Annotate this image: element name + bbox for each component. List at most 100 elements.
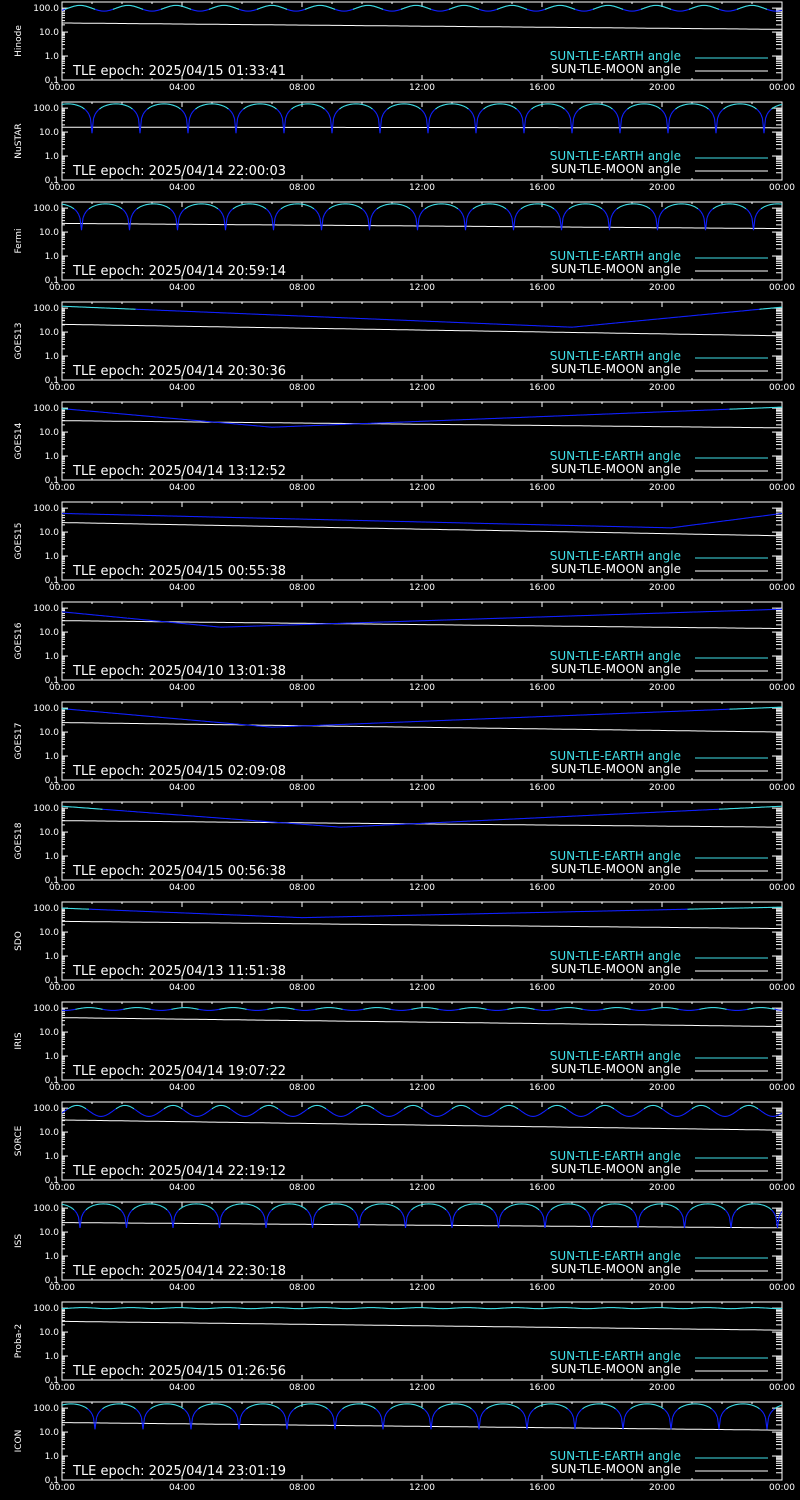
earth-angle-segment [424, 207, 427, 210]
earth-angle-segment [461, 213, 465, 219]
satellite-label: NuSTAR [14, 123, 24, 158]
earth-angle-segment [97, 108, 100, 111]
earth-angle-segment [282, 206, 285, 209]
earth-angle-segment [664, 207, 667, 210]
x-tick-label: 12:00 [409, 583, 435, 593]
earth-angle-segment [288, 109, 291, 113]
earth-angle-segment [196, 106, 199, 109]
earth-angle-segment [117, 6, 120, 9]
y-tick-label: 1.0 [45, 752, 60, 762]
y-tick-label: 0.1 [45, 176, 59, 186]
earth-angle-segment [615, 208, 618, 211]
legend-earth-label: SUN-TLE-EARTH angle [550, 149, 681, 163]
earth-angle-segment [670, 8, 673, 11]
earth-angle-segment [523, 118, 527, 134]
panel-nustar: 0.1 1.0 10.0 100.0 00:00 04:00 08:00 12:00 16:00… [14, 101, 795, 193]
x-tick-label: 00:00 [49, 383, 75, 393]
earth-angle-segment [772, 106, 775, 109]
x-tick-label: 00:00 [769, 483, 795, 493]
earth-angle-segment [576, 109, 579, 113]
moon-angle-line [62, 522, 782, 537]
earth-angle-segment [217, 208, 220, 211]
earth-angle-segment [334, 8, 337, 11]
earth-angle-segment [652, 104, 655, 107]
earth-angle-segment [670, 204, 673, 207]
earth-angle-segment [361, 208, 364, 211]
earth-angle-segment [379, 205, 382, 208]
earth-angle-segment [88, 114, 92, 119]
earth-angle-segment [75, 209, 78, 213]
earth-angle-segment [693, 205, 696, 208]
earth-angle-segment [354, 204, 357, 207]
y-tick-label: 10.0 [39, 28, 59, 38]
earth-angle-segment [717, 205, 720, 207]
earth-angle-segment [642, 204, 645, 207]
earth-angle-segment [468, 108, 471, 111]
earth-angle-segment [631, 105, 634, 107]
earth-angle-segment [317, 213, 321, 219]
earth-angle-segment [235, 7, 238, 10]
earth-angle-segment [752, 217, 756, 231]
earth-angle-segment [405, 6, 408, 9]
earth-angle-segment [423, 208, 426, 211]
earth-angle-segment [558, 105, 561, 107]
earth-angle-segment [472, 207, 475, 210]
earth-angle-segment [735, 8, 738, 11]
earth-angle-segment [429, 205, 432, 207]
earth-angle-segment [751, 105, 754, 108]
earth-angle-segment [714, 206, 717, 209]
earth-angle-segment [708, 108, 711, 111]
earth-angle-segment [543, 8, 546, 11]
earth-angle-segment [591, 8, 594, 11]
earth-angle-segment [235, 205, 238, 208]
earth-angle-segment [67, 205, 70, 207]
earth-angle-segment [666, 7, 669, 9]
x-tick-label: 16:00 [529, 783, 555, 793]
satellite-label: Hinode [14, 25, 24, 57]
earth-angle-segment [373, 209, 376, 213]
earth-angle-segment [221, 213, 225, 219]
earth-angle-segment [166, 206, 169, 209]
y-tick-label: 1.0 [45, 552, 60, 562]
earth-angle-segment [519, 111, 522, 115]
earth-angle-segment [423, 111, 426, 115]
earth-angle-segment [382, 204, 385, 207]
legend-moon-label: SUN-TLE-MOON angle [551, 662, 681, 676]
x-tick-label: 00:00 [769, 283, 795, 293]
earth-angle-segment [366, 105, 369, 107]
earth-angle-segment [775, 105, 778, 107]
earth-angle-segment [706, 107, 709, 110]
earth-angle-segment [232, 6, 235, 9]
earth-angle-segment [379, 7, 382, 10]
earth-angle-segment [583, 105, 586, 107]
earth-angle-segment [478, 111, 481, 115]
earth-angle-segment [645, 6, 648, 9]
earth-angle-segment [570, 7, 573, 9]
moon-angle-line [62, 722, 782, 733]
x-tick-label: 04:00 [169, 783, 195, 793]
earth-angle-segment [183, 6, 186, 8]
earth-angle-segment [121, 208, 124, 211]
x-tick-label: 20:00 [649, 583, 675, 593]
panel-goes14: 0.1 1.0 10.0 100.0 00:00 04:00 08:00 12:00 16:00… [14, 401, 795, 493]
panel-hinode: 0.1 1.0 10.0 100.0 00:00 04:00 08:00 12:00 16:00… [14, 1, 795, 93]
earth-angle-segment [748, 211, 751, 215]
earth-angle-segment [325, 109, 328, 113]
earth-angle-segment [391, 105, 394, 107]
earth-angle-segment [718, 111, 721, 115]
earth-angle-segment [234, 206, 237, 209]
earth-angle-segment [382, 111, 385, 115]
earth-angle-segment [304, 8, 307, 10]
x-tick-label: 00:00 [769, 383, 795, 393]
earth-angle-segment [176, 217, 180, 231]
earth-angle-segment [516, 211, 519, 215]
earth-angle-segment [343, 105, 346, 107]
earth-angle-segment [702, 105, 705, 107]
earth-angle-segment [608, 217, 612, 231]
panel-goes17: 0.1 1.0 10.0 100.0 00:00 04:00 08:00 12:00 16:00… [14, 701, 795, 793]
earth-angle-segment [633, 104, 636, 107]
earth-angle-segment [642, 7, 645, 10]
x-tick-label: 00:00 [49, 183, 75, 193]
earth-angle-segment [427, 7, 430, 10]
earth-angle-segment [295, 105, 298, 107]
